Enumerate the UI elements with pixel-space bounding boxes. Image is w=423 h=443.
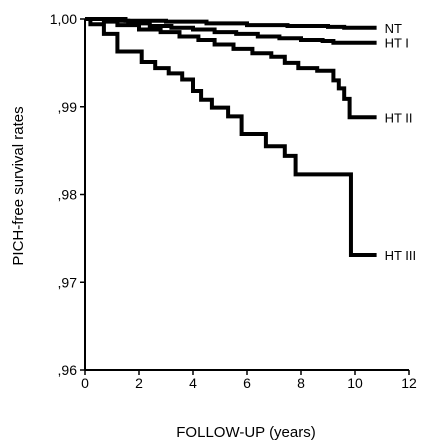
x-tick-label: 2 xyxy=(135,375,143,391)
series-label-ht-ii: HT II xyxy=(385,110,413,125)
y-tick-label: ,97 xyxy=(58,274,78,290)
series-lines xyxy=(85,17,377,258)
x-tick-label: 6 xyxy=(243,375,251,391)
series-line-ht-ii xyxy=(85,17,377,120)
x-tick-label: 12 xyxy=(401,375,417,391)
ticks: 0 2 4 6 8 10 12 ,96 ,97 ,98 ,99 1,00 xyxy=(50,11,417,391)
series-label-ht-i: HT I xyxy=(385,36,409,51)
y-tick-label: ,96 xyxy=(58,362,78,378)
y-tick-label: ,98 xyxy=(58,187,78,203)
x-axis-label: FOLLOW-UP (years) xyxy=(176,424,315,441)
y-tick-label: ,99 xyxy=(58,99,78,115)
axes xyxy=(84,19,409,371)
series-label-ht-iii: HT III xyxy=(385,248,417,263)
series-label-nt: NT xyxy=(385,21,402,36)
x-tick-label: 4 xyxy=(189,375,197,391)
y-axis-label: PICH-free survival rates xyxy=(10,106,27,265)
y-tick-label: 1,00 xyxy=(50,11,77,27)
x-tick-label: 0 xyxy=(81,375,89,391)
series-line-ht-iii xyxy=(85,17,377,258)
x-tick-label: 10 xyxy=(347,375,363,391)
series-line-nt xyxy=(85,17,377,30)
x-tick-label: 8 xyxy=(297,375,305,391)
